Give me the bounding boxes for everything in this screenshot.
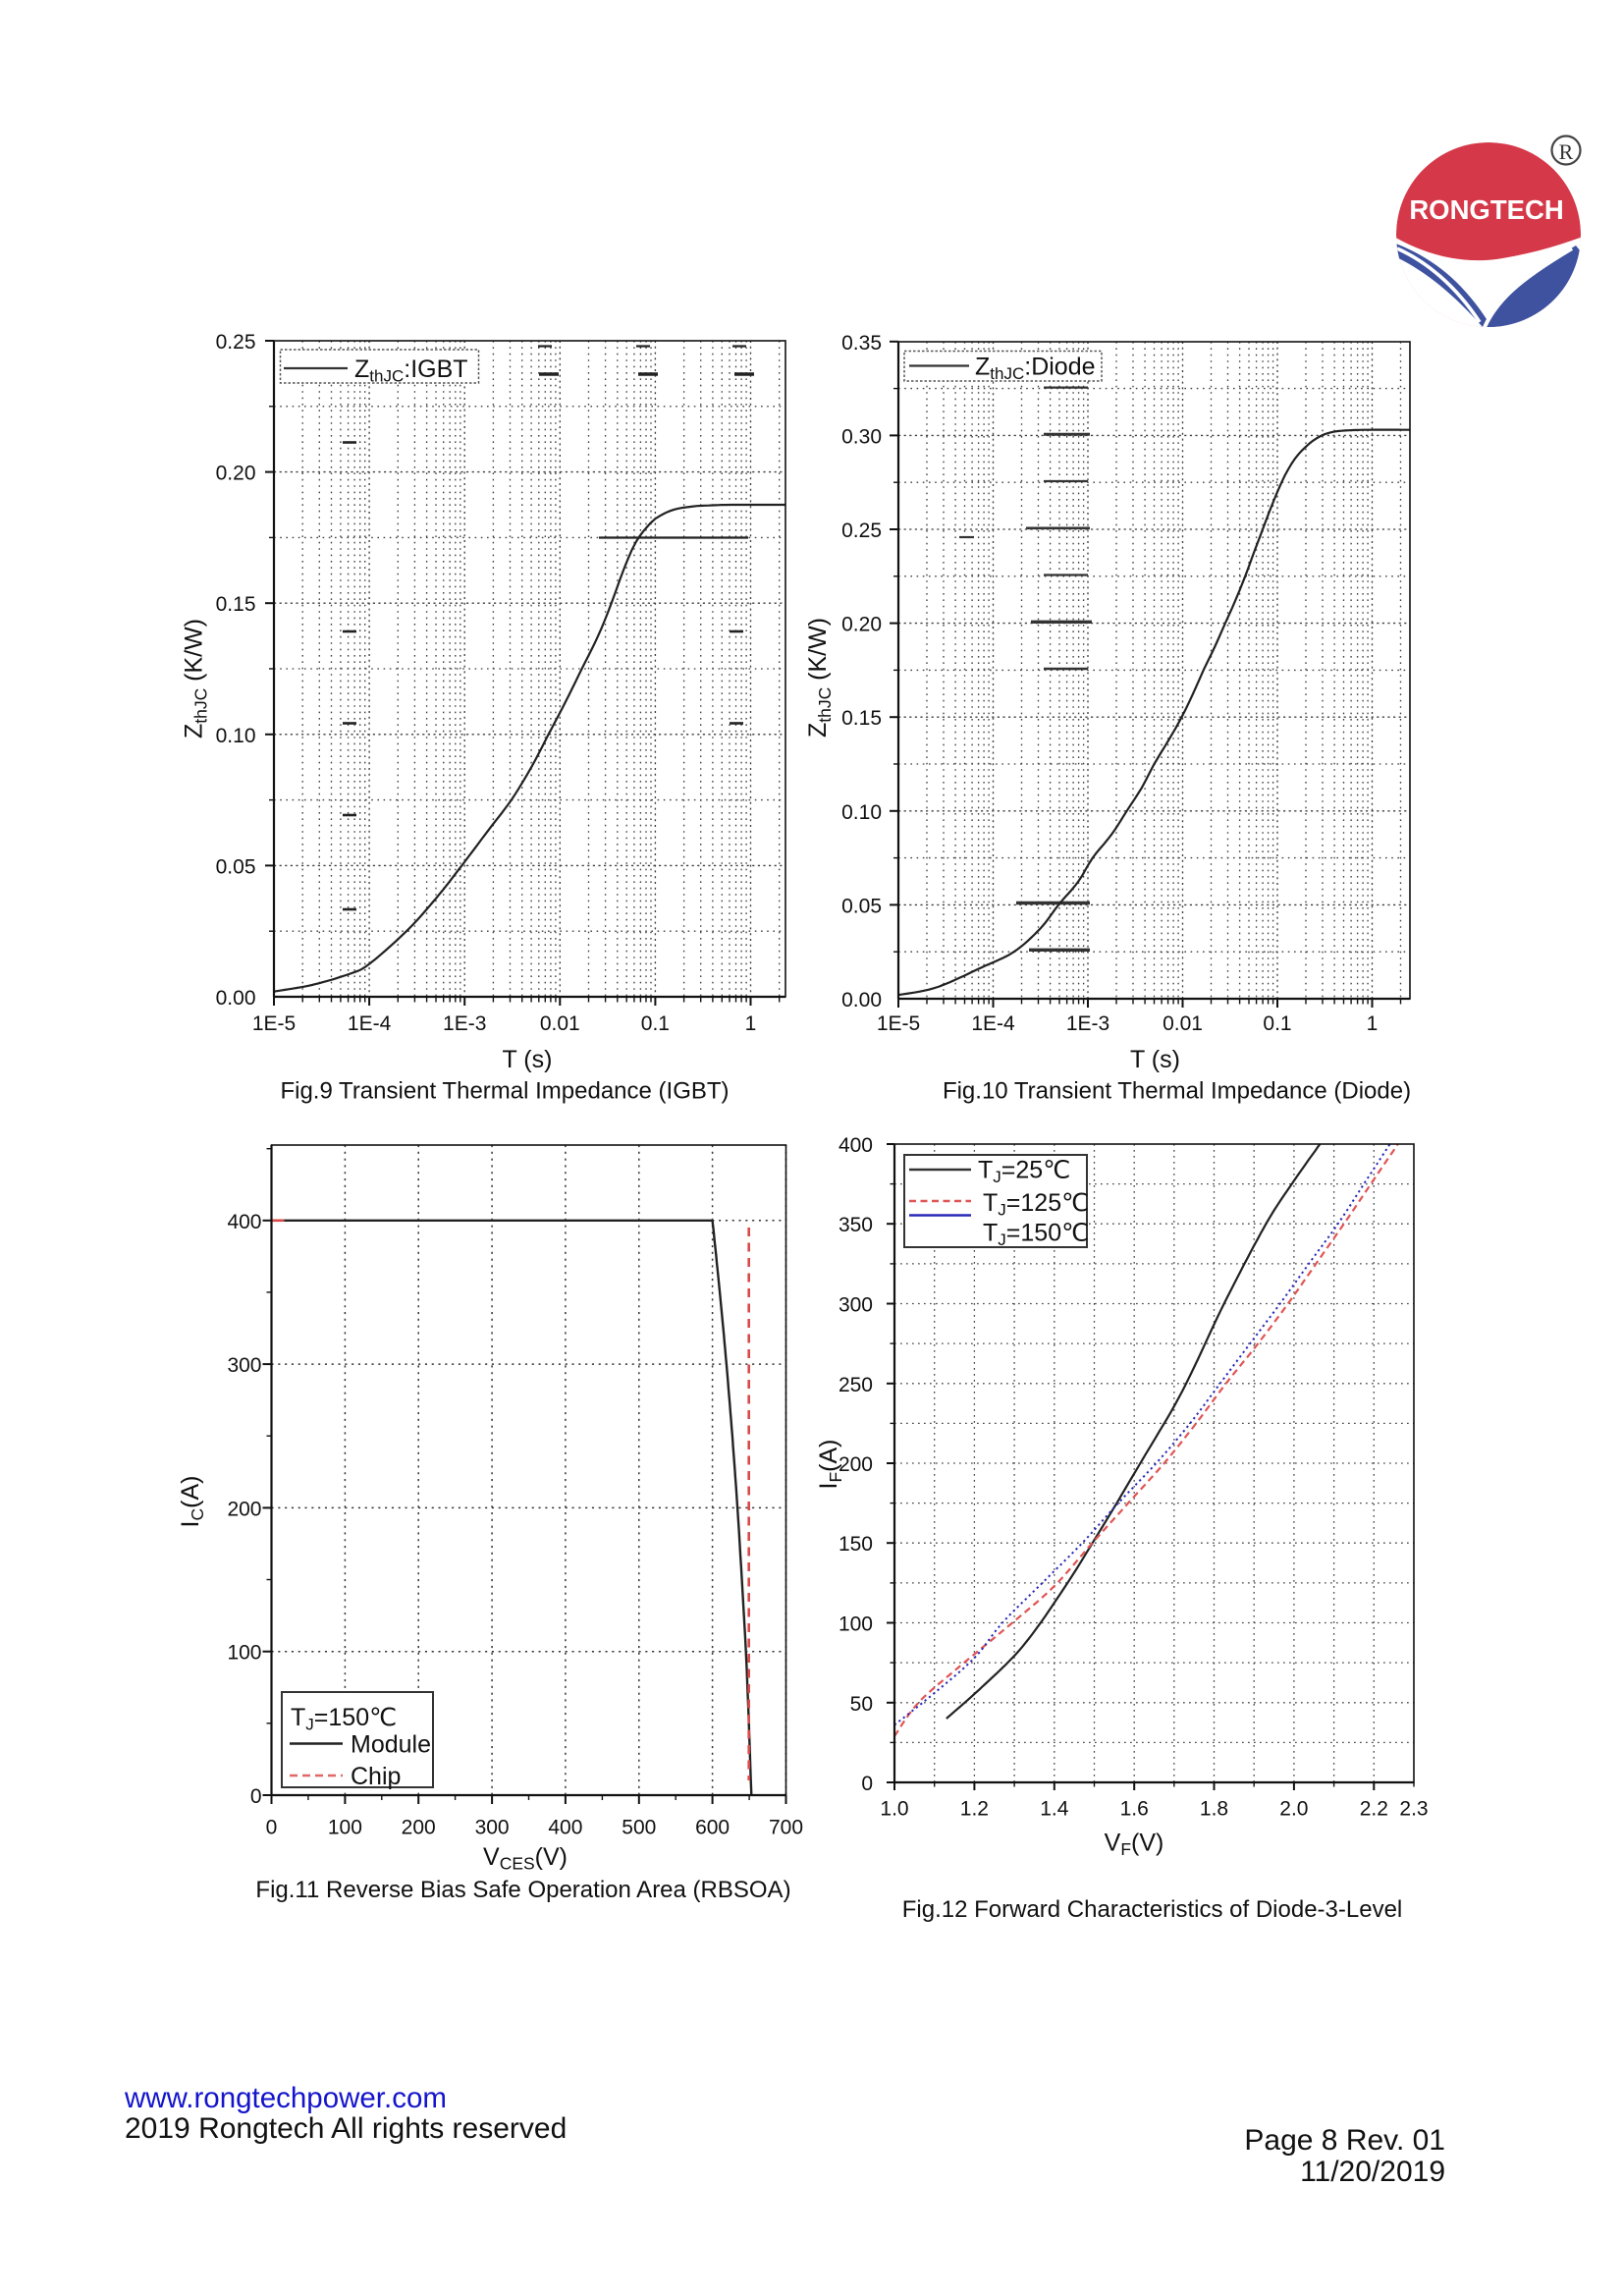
- svg-text:1E-3: 1E-3: [1066, 1012, 1109, 1035]
- svg-text:Chip: Chip: [351, 1763, 401, 1790]
- svg-text:150: 150: [839, 1533, 873, 1556]
- svg-text:1.4: 1.4: [1040, 1798, 1069, 1821]
- svg-text:2.2: 2.2: [1360, 1798, 1388, 1821]
- svg-text:Fig.10 Transient Thermal Imped: Fig.10 Transient Thermal Impedance (Diod…: [943, 1078, 1411, 1105]
- svg-text:0.15: 0.15: [216, 593, 256, 616]
- svg-text:Fig.11 Reverse Bias Safe Opera: Fig.11 Reverse Bias Safe Operation Area …: [255, 1877, 790, 1903]
- svg-text:0.05: 0.05: [216, 855, 256, 878]
- svg-text:0.10: 0.10: [216, 725, 256, 747]
- svg-text:0.25: 0.25: [216, 331, 256, 354]
- svg-text:0: 0: [266, 1817, 278, 1839]
- svg-text:1E-5: 1E-5: [877, 1012, 920, 1035]
- svg-text:400: 400: [839, 1134, 873, 1157]
- svg-text:0.01: 0.01: [540, 1012, 580, 1035]
- svg-text:TJ=125℃: TJ=125℃: [983, 1189, 1089, 1220]
- svg-text:TJ=25℃: TJ=25℃: [978, 1157, 1070, 1187]
- svg-text:0.1: 0.1: [1263, 1012, 1291, 1035]
- svg-text:600: 600: [695, 1817, 730, 1839]
- svg-text:300: 300: [227, 1354, 261, 1377]
- svg-text:1: 1: [745, 1012, 757, 1035]
- svg-text:1.8: 1.8: [1200, 1798, 1228, 1821]
- svg-text:2019 Rongtech All rights reser: 2019 Rongtech All rights reserved: [125, 2112, 567, 2145]
- svg-text:0.10: 0.10: [841, 801, 882, 824]
- svg-text:0.00: 0.00: [216, 987, 256, 1010]
- svg-text:R: R: [1559, 139, 1574, 164]
- svg-text:400: 400: [227, 1211, 261, 1233]
- svg-text:ZthJC:Diode: ZthJC:Diode: [975, 354, 1096, 384]
- svg-text:1.0: 1.0: [880, 1798, 908, 1821]
- svg-text:1E-3: 1E-3: [443, 1012, 486, 1035]
- svg-text:200: 200: [839, 1453, 873, 1476]
- svg-text:11/20/2019: 11/20/2019: [1300, 2156, 1445, 2188]
- svg-text:0: 0: [250, 1785, 262, 1808]
- svg-text:1E-5: 1E-5: [252, 1012, 296, 1035]
- svg-text:350: 350: [839, 1214, 873, 1236]
- svg-text:0.15: 0.15: [841, 707, 882, 730]
- svg-text:0.35: 0.35: [841, 332, 882, 355]
- svg-text:0.00: 0.00: [841, 989, 882, 1011]
- svg-text:RONGTECH: RONGTECH: [1409, 194, 1563, 225]
- svg-text:0.20: 0.20: [216, 463, 256, 485]
- svg-text:0.20: 0.20: [841, 614, 882, 636]
- svg-text:Fig.12 Forward Characteristics: Fig.12 Forward Characteristics of Diode-…: [902, 1896, 1403, 1923]
- svg-text:100: 100: [227, 1642, 261, 1665]
- svg-text:Fig.9 Transient Thermal Impeda: Fig.9 Transient Thermal Impedance (IGBT): [280, 1078, 729, 1105]
- svg-text:T (s): T (s): [503, 1046, 553, 1073]
- svg-text:0.25: 0.25: [841, 519, 882, 542]
- svg-text:1E-4: 1E-4: [348, 1012, 392, 1035]
- svg-text:2.0: 2.0: [1279, 1798, 1308, 1821]
- svg-text:1.2: 1.2: [960, 1798, 989, 1821]
- svg-text:1.6: 1.6: [1120, 1798, 1149, 1821]
- svg-text:700: 700: [769, 1817, 803, 1839]
- svg-text:0.1: 0.1: [641, 1012, 670, 1035]
- svg-text:TJ=150℃: TJ=150℃: [291, 1704, 397, 1734]
- svg-text:0.30: 0.30: [841, 425, 882, 448]
- svg-text:250: 250: [839, 1374, 873, 1396]
- svg-text:300: 300: [839, 1294, 873, 1317]
- svg-text:2.3: 2.3: [1399, 1798, 1428, 1821]
- svg-text:IC(A): IC(A): [177, 1476, 207, 1528]
- svg-text:1: 1: [1367, 1012, 1379, 1035]
- svg-text:300: 300: [475, 1817, 510, 1839]
- svg-text:0.01: 0.01: [1163, 1012, 1203, 1035]
- svg-text:VF(V): VF(V): [1105, 1830, 1164, 1860]
- svg-text:50: 50: [850, 1693, 873, 1716]
- svg-text:0.05: 0.05: [841, 895, 882, 917]
- svg-text:www.rongtechpower.com: www.rongtechpower.com: [124, 2082, 447, 2114]
- svg-text:ZthJC:IGBT: ZthJC:IGBT: [354, 355, 468, 386]
- svg-text:T (s): T (s): [1130, 1046, 1180, 1073]
- svg-text:Module: Module: [351, 1731, 431, 1759]
- svg-text:100: 100: [839, 1613, 873, 1636]
- svg-text:0: 0: [861, 1773, 873, 1795]
- svg-text:200: 200: [402, 1817, 436, 1839]
- svg-text:1E-4: 1E-4: [971, 1012, 1015, 1035]
- svg-text:100: 100: [328, 1817, 362, 1839]
- svg-text:Page 8 Rev. 01: Page 8 Rev. 01: [1244, 2124, 1445, 2157]
- svg-text:VCES(V): VCES(V): [483, 1843, 568, 1874]
- svg-text:400: 400: [548, 1817, 582, 1839]
- svg-text:200: 200: [227, 1498, 261, 1520]
- svg-text:500: 500: [622, 1817, 656, 1839]
